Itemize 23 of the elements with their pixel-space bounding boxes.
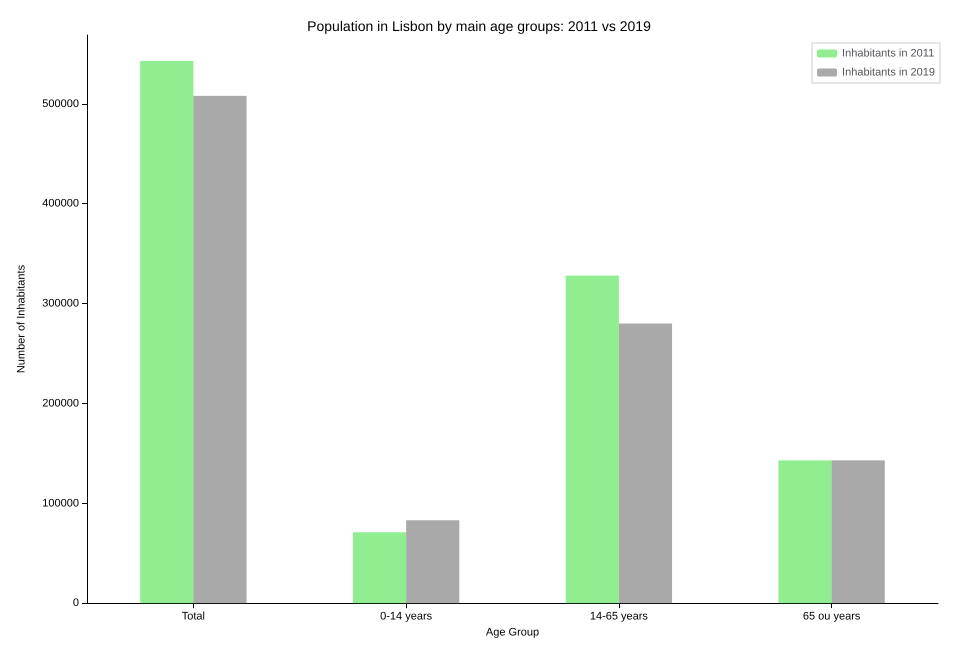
x-tick-label: 65 ou years <box>802 610 861 623</box>
legend-label: Inhabitants in 2011 <box>842 48 934 60</box>
y-axis-title: Number of Inhabitants <box>16 264 28 374</box>
bar <box>566 276 619 604</box>
y-tick-label: 200000 <box>42 397 79 410</box>
bar <box>832 460 885 604</box>
bar <box>618 324 672 604</box>
y-tick-label: 500000 <box>42 98 79 110</box>
y-tick-label: 100000 <box>42 497 79 510</box>
bar <box>352 532 406 604</box>
chart-title: Population in Lisbon by main age groups: 2011 vs 2019 <box>307 18 652 34</box>
bar <box>778 460 832 604</box>
x-axis-title: Age Group <box>486 626 540 638</box>
bar <box>193 96 247 604</box>
x-tick-label: 0-14 years <box>380 610 433 623</box>
legend-label: Inhabitants in 2019 <box>842 66 936 78</box>
y-tick-label: 300000 <box>42 298 79 310</box>
bar <box>140 60 194 604</box>
y-tick-label: 400000 <box>42 198 79 210</box>
x-tick-label: 14-65 years <box>590 610 648 623</box>
y-tick-label: 0 <box>72 597 79 610</box>
bar <box>406 520 460 604</box>
x-tick-label: Total <box>182 610 205 623</box>
